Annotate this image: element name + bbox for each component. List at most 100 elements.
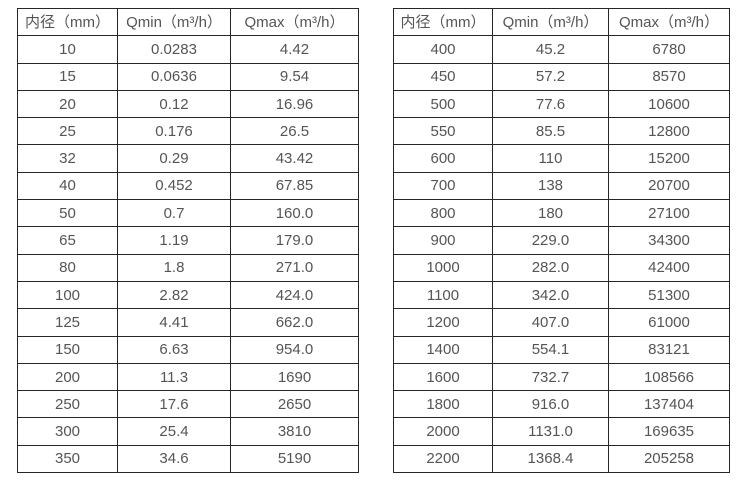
table-cell: 26.5 [230,117,359,146]
table-cell: 229.0 [492,226,609,255]
table-cell: 200 [17,362,118,392]
table-cell: 2200 [393,444,493,474]
table-cell: 400 [393,35,493,64]
table-cell: 4.41 [117,308,231,337]
table-header-row: 内径（mm） Qmin（m³/h） Qmax（m³/h） [393,7,730,37]
column-header-diameter: 内径（mm） [17,7,118,37]
table-cell: 342.0 [492,280,609,310]
table-cell: 61000 [608,308,730,337]
table-row: 32 0.29 43.42 [17,144,359,173]
table-cell: 2.82 [117,280,231,310]
table-cell: 600 [393,144,493,173]
table-cell: 500 [393,89,493,119]
table-row: 65 1.19 179.0 [17,226,359,255]
table-cell: 67.85 [230,171,359,201]
table-row: 15 0.0636 9.54 [17,62,359,91]
table-row: 600 110 15200 [393,144,730,173]
table-row: 2200 1368.4 205258 [393,444,730,474]
table-cell: 108566 [608,362,730,392]
table-cell: 83121 [608,335,730,364]
table-cell: 25.4 [117,417,231,446]
table-cell: 0.0283 [117,35,231,64]
table-cell: 57.2 [492,62,609,91]
table-cell: 205258 [608,444,730,474]
table-row: 100 2.82 424.0 [17,280,359,310]
table-cell: 0.12 [117,89,231,119]
table-cell: 0.7 [117,199,231,228]
table-cell: 20700 [608,171,730,201]
table-cell: 900 [393,226,493,255]
table-cell: 1600 [393,362,493,392]
table-cell: 250 [17,390,118,419]
table-cell: 10 [17,35,118,64]
table-cell: 169635 [608,417,730,446]
table-row: 200 11.3 1690 [17,362,359,392]
table-row: 1100 342.0 51300 [393,280,730,310]
table-cell: 6780 [608,35,730,64]
table-cell: 407.0 [492,308,609,337]
flow-rate-tables-container: 内径（mm） Qmin（m³/h） Qmax（m³/h） 10 0.0283 4.4… [17,7,730,474]
table-header-row: 内径（mm） Qmin（m³/h） Qmax（m³/h） [17,7,359,37]
table-cell: 65 [17,226,118,255]
table-row: 300 25.4 3810 [17,417,359,446]
table-cell: 16.96 [230,89,359,119]
table-row: 150 6.63 954.0 [17,335,359,364]
table-cell: 45.2 [492,35,609,64]
table-cell: 800 [393,199,493,228]
table-cell: 1000 [393,253,493,282]
table-row: 20 0.12 16.96 [17,89,359,119]
table-cell: 662.0 [230,308,359,337]
table-cell: 732.7 [492,362,609,392]
table-cell: 424.0 [230,280,359,310]
table-cell: 160.0 [230,199,359,228]
table-row: 2000 1131.0 169635 [393,417,730,446]
table-row: 50 0.7 160.0 [17,199,359,228]
table-row: 25 0.176 26.5 [17,117,359,146]
table-row: 900 229.0 34300 [393,226,730,255]
table-cell: 110 [492,144,609,173]
table-cell: 700 [393,171,493,201]
table-cell: 1400 [393,335,493,364]
column-header-qmax: Qmax（m³/h） [230,7,359,37]
table-cell: 15200 [608,144,730,173]
table-cell: 350 [17,444,118,474]
table-cell: 4.42 [230,35,359,64]
table-cell: 51300 [608,280,730,310]
table-row: 400 45.2 6780 [393,35,730,64]
table-cell: 20 [17,89,118,119]
table-row: 10 0.0283 4.42 [17,35,359,64]
table-cell: 1368.4 [492,444,609,474]
table-cell: 100 [17,280,118,310]
table-row: 250 17.6 2650 [17,390,359,419]
table-cell: 300 [17,417,118,446]
table-cell: 1.19 [117,226,231,255]
table-row: 80 1.8 271.0 [17,253,359,282]
table-cell: 15 [17,62,118,91]
flow-rate-table-small-diameters: 内径（mm） Qmin（m³/h） Qmax（m³/h） 10 0.0283 4.4… [17,7,359,474]
table-row: 800 180 27100 [393,199,730,228]
table-cell: 80 [17,253,118,282]
table-cell: 1200 [393,308,493,337]
table-cell: 40 [17,171,118,201]
table-row: 700 138 20700 [393,171,730,201]
table-cell: 1690 [230,362,359,392]
table-cell: 550 [393,117,493,146]
table-cell: 450 [393,62,493,91]
column-header-qmax: Qmax（m³/h） [608,7,730,37]
table-cell: 0.29 [117,144,231,173]
table-row: 1200 407.0 61000 [393,308,730,337]
table-cell: 6.63 [117,335,231,364]
table-row: 350 34.6 5190 [17,444,359,474]
table-cell: 180 [492,199,609,228]
table-cell: 34.6 [117,444,231,474]
table-cell: 50 [17,199,118,228]
table-row: 1400 554.1 83121 [393,335,730,364]
column-header-qmin: Qmin（m³/h） [492,7,609,37]
table-cell: 12800 [608,117,730,146]
flow-rate-table-large-diameters: 内径（mm） Qmin（m³/h） Qmax（m³/h） 400 45.2 6780… [393,7,730,474]
table-cell: 25 [17,117,118,146]
table-cell: 3810 [230,417,359,446]
table-cell: 137404 [608,390,730,419]
table-cell: 271.0 [230,253,359,282]
table-cell: 8570 [608,62,730,91]
